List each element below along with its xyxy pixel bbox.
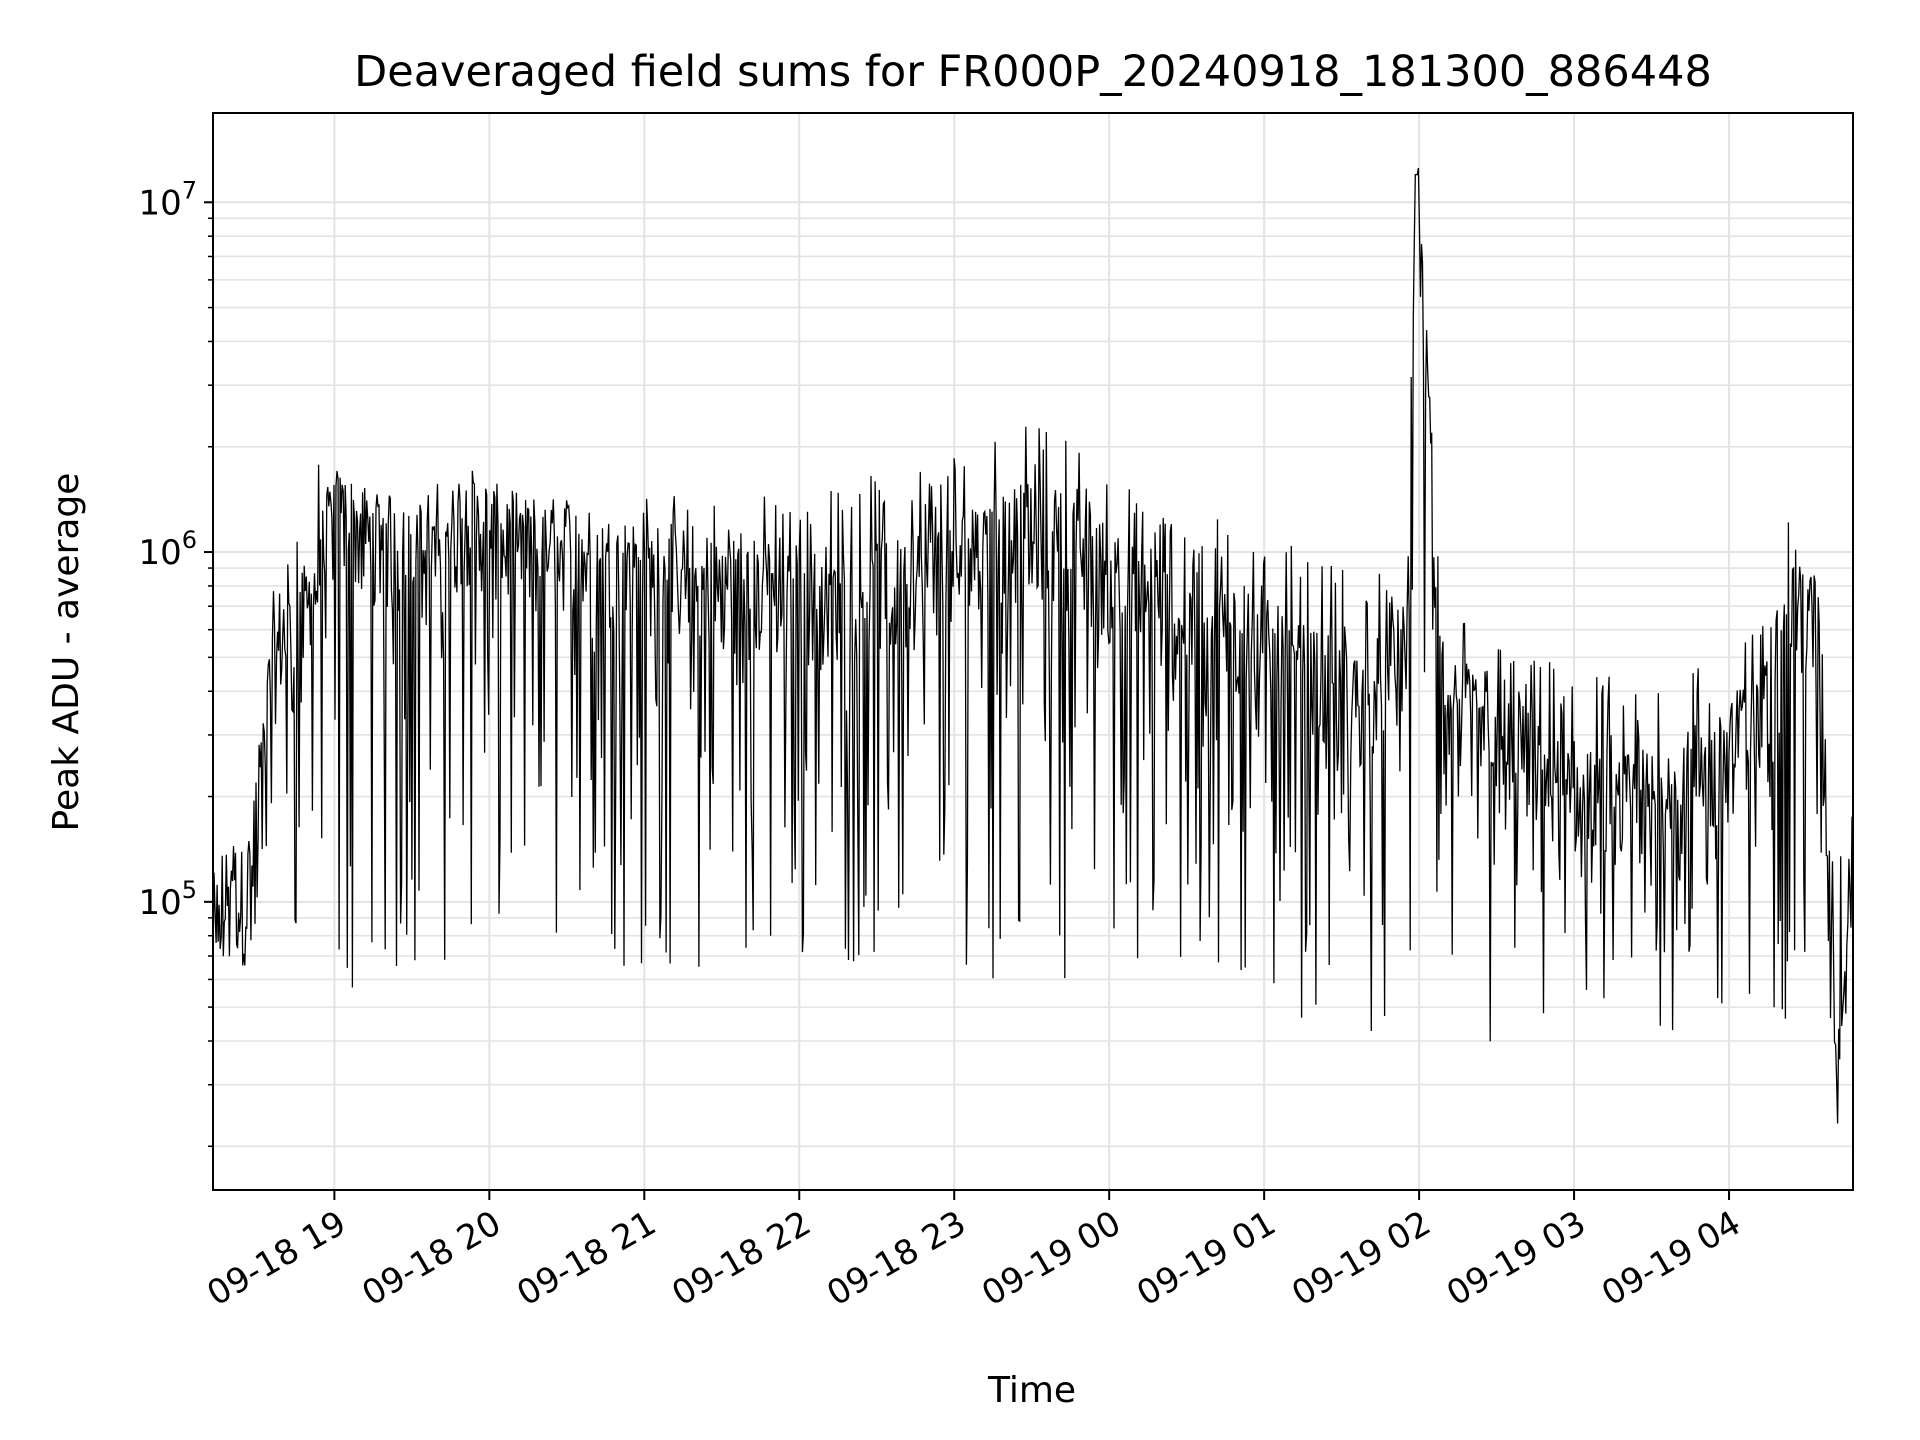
y-tick-label-exponent: 6: [182, 526, 197, 554]
y-tick-label: 107: [138, 176, 197, 223]
chart-title: Deaveraged field sums for FR000P_2024091…: [354, 47, 1712, 97]
plot-frame: [212, 112, 1854, 1191]
y-tick-label-base: 10: [138, 883, 181, 923]
x-axis-label: Time: [987, 1370, 1076, 1411]
y-tick-label: 105: [138, 876, 197, 923]
series-layer: [212, 167, 1854, 1124]
y-tick-label-exponent: 7: [182, 176, 197, 204]
y-tick-label-exponent: 5: [182, 876, 197, 904]
y-tick-label-base: 10: [138, 533, 181, 573]
y-tick-label-base: 10: [138, 183, 181, 223]
y-tick-label: 106: [138, 526, 197, 573]
series-line: [212, 167, 1854, 1124]
y-axis-label: Peak ADU - average: [46, 473, 87, 832]
